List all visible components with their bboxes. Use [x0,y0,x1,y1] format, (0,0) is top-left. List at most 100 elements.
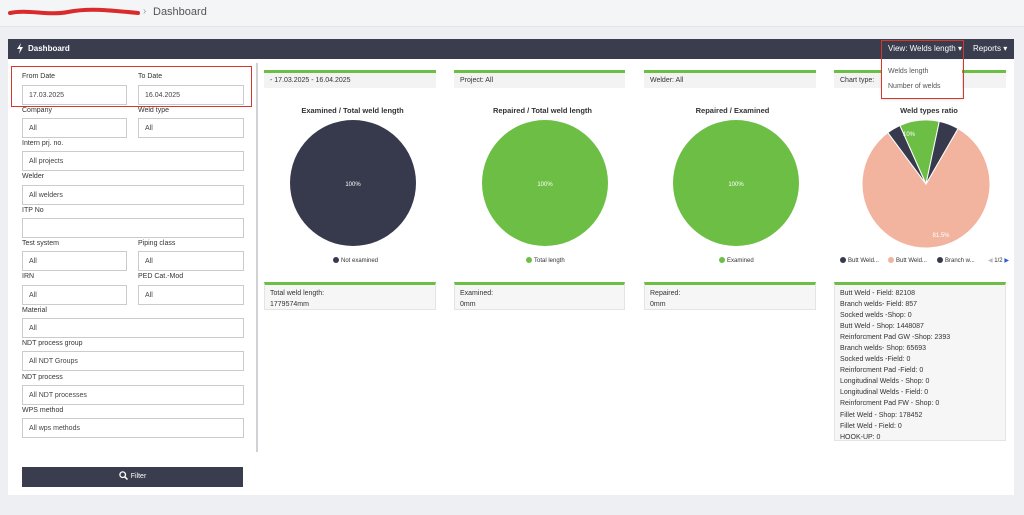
legend-pager[interactable]: ◀ 1/2 ▶ [988,257,1009,264]
legend-label: Not examined [341,258,379,264]
itp-input[interactable] [22,218,244,238]
company-select[interactable]: All [22,118,127,138]
total-length-card: Total weld length: 1779574mm [264,282,436,310]
reports-dropdown-button[interactable]: Reports ▾ [973,44,1007,53]
legend-item[interactable]: Examined [719,257,754,264]
weld-type-item: Reinforcment Pad -Field: 0 [840,367,924,375]
to-date-label: To Date [138,73,163,80]
weld-type-item: Butt Weld - Shop: 1448087 [840,323,924,331]
total-length-value: 1779574mm [270,301,309,308]
pie-slice-examined[interactable] [673,120,799,246]
legend-swatch [333,257,339,263]
weld-type-item: Socked welds -Field: 0 [840,356,911,364]
legend-item[interactable]: Total length [526,257,565,264]
weld-type-item: Longitudinal Welds - Shop: 0 [840,378,930,386]
repaired-value: 0mm [650,301,666,308]
test-system-label: Test system [22,240,59,247]
irn-select[interactable]: All [22,285,127,305]
pie-slice[interactable] [925,120,959,185]
breadcrumb-bar [0,0,1024,27]
weld-type-item: HOOK-UP: 0 [840,433,881,441]
date-range-highlight [11,66,252,107]
legend-swatch [526,257,532,263]
ped-label: PED Cat.-Mod [138,273,184,280]
from-date-input[interactable]: 17.03.2025 [22,85,127,105]
redacted-project-link[interactable] [8,6,140,18]
welder-card: Welder: All [644,70,816,88]
bolt-icon [17,43,23,54]
filter-button-label: Filter [130,473,147,480]
legend-label: Total length [534,258,565,264]
view-menu-highlight [881,40,964,99]
legend-item[interactable]: Butt Weld... [888,257,927,264]
pie-slice-total-length[interactable] [482,120,608,246]
pie-data-label: 100% [537,182,553,188]
search-icon [118,471,128,481]
pie-data-label: 100% [345,182,361,188]
company-label: Company [22,107,52,114]
legend-page-label: 1/2 [994,258,1003,264]
legend-label: Branch w... [945,258,975,264]
welder-select[interactable]: All welders [22,185,244,205]
chart-title: Weld types ratio [900,106,958,115]
dashboard-header [8,39,1014,59]
weld-type-select[interactable]: All [138,118,244,138]
chevron-right-icon: › [143,6,147,17]
chart-title: Repaired / Total weld length [492,106,593,115]
legend-label: Examined [727,258,754,264]
ped-select[interactable]: All [138,285,244,305]
weld-type-item: Socked welds -Shop: 0 [840,312,912,320]
weld-types-pie-chart: 10% 81.5% [861,119,991,249]
repaired-label: Repaired: [650,290,681,297]
piping-class-select[interactable]: All [138,251,244,271]
pie-slice-not-examined[interactable] [290,120,416,246]
view-dropdown-menu: Welds length Number of welds [882,60,962,98]
weld-type-item: Fillet Weld - Shop: 178452 [840,411,923,419]
chart-title: Examined / Total weld length [301,106,404,115]
project-card: Project: All [454,70,625,88]
view-option-number-of-welds[interactable]: Number of welds [888,83,941,90]
caret-down-icon: ▾ [1003,44,1008,53]
weld-types-list-card: Butt Weld - Field: 82108 Branch welds- F… [834,282,1006,441]
intern-prj-select[interactable]: All projects [22,151,244,171]
legend-label: Butt Weld... [896,258,927,264]
weld-type-item: Longitudinal Welds - Field: 0 [840,389,929,397]
ndt-process-select[interactable]: All NDT processes [22,385,244,405]
repaired-card: Repaired: 0mm [644,282,816,310]
legend-item[interactable]: Branch w... [937,257,975,264]
ndt-group-select[interactable]: All NDT Groups [22,351,244,371]
arrow-right-icon[interactable]: ▶ [1004,258,1009,264]
view-dropdown-button[interactable]: View: Welds length ▾ [888,44,962,53]
welder-label: Welder [22,173,45,180]
legend-swatch [840,257,846,263]
from-date-label: From Date [22,73,56,80]
material-label: Material [22,307,47,314]
piping-class-label: Piping class [138,240,176,247]
breadcrumb-current: Dashboard [153,6,207,18]
pie-data-label: 10% [903,132,916,138]
pie-data-label: 100% [728,182,744,188]
intern-prj-label: Intern prj. no. [22,140,64,147]
caret-down-icon: ▾ [957,44,962,53]
view-option-welds-length[interactable]: Welds length [888,68,929,75]
weld-type-item: Branch welds- Field: 857 [840,301,918,309]
sidebar-divider [256,63,258,452]
total-length-label: Total weld length: [270,290,325,297]
weld-type-item: Branch welds- Shop: 65693 [840,345,926,353]
arrow-left-icon[interactable]: ◀ [988,258,993,264]
to-date-input[interactable]: 16.04.2025 [138,85,244,105]
pie-data-label: 81.5% [932,233,950,239]
filter-button[interactable]: Filter [22,467,243,487]
itp-label: ITP No [22,207,44,214]
wps-select[interactable]: All wps methods [22,418,244,438]
wps-label: WPS method [22,407,64,414]
legend-item[interactable]: Not examined [333,257,378,264]
legend-item[interactable]: Butt Weld... [840,257,879,264]
legend-swatch [937,257,943,263]
weld-type-item: Fillet Weld - Field: 0 [840,422,902,430]
repaired-examined-pie-chart: 100% [673,120,799,246]
weld-type-item: Butt Weld - Field: 82108 [840,290,915,297]
test-system-select[interactable]: All [22,251,127,271]
material-select[interactable]: All [22,318,244,338]
pie-slice[interactable] [861,127,991,249]
